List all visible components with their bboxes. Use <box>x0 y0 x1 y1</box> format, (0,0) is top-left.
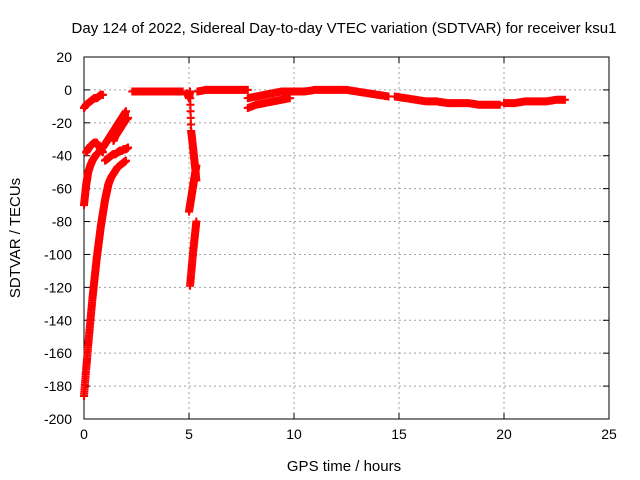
series-arc-4 <box>101 143 133 165</box>
y-tick-label: -80 <box>52 214 72 230</box>
data-point <box>192 161 201 170</box>
y-tick-label: -20 <box>52 115 72 131</box>
data-point <box>178 87 187 96</box>
series-arc-10 <box>186 217 201 290</box>
data-point <box>98 148 107 157</box>
y-tick-label: -40 <box>52 148 72 164</box>
series-arc-16 <box>500 95 569 108</box>
tick-labels: 0 5 10 15 20 25 20 0 -20 -40 -60 -80 -100 -120 -140 -16… <box>44 49 617 442</box>
y-axis-label: SDTVAR / TECUs <box>7 178 24 298</box>
x-tick-label: 25 <box>601 426 617 442</box>
series-arc-15 <box>390 92 504 109</box>
x-tick-label: 5 <box>185 426 193 442</box>
data-point <box>124 143 133 152</box>
data-point <box>560 95 569 104</box>
x-tick-label: 20 <box>496 426 512 442</box>
x-tick-label: 0 <box>80 426 88 442</box>
y-tick-label: 0 <box>64 82 72 98</box>
y-tick-label: -180 <box>44 378 72 394</box>
series-arc-14 <box>279 85 393 101</box>
data-point <box>243 85 252 94</box>
y-tick-label: 20 <box>56 49 72 65</box>
data-points <box>80 85 569 400</box>
series-arc-1 <box>80 90 107 113</box>
y-tick-label: -140 <box>44 312 72 328</box>
series-arc-11 <box>193 85 252 96</box>
series-arc-6 <box>109 113 133 145</box>
axis-ticks <box>83 56 610 420</box>
series-arc-9 <box>185 161 201 216</box>
grid-lines <box>84 57 609 419</box>
series-arc-3 <box>82 138 107 157</box>
x-axis-label: GPS time / hours <box>287 458 401 475</box>
x-tick-label: 10 <box>286 426 302 442</box>
y-tick-label: -60 <box>52 181 72 197</box>
x-tick-label: 15 <box>391 426 407 442</box>
y-tick-label: -120 <box>44 279 72 295</box>
y-tick-label: -200 <box>44 411 72 427</box>
y-tick-label: -100 <box>44 246 72 262</box>
data-point <box>122 156 130 165</box>
data-point <box>495 100 504 109</box>
plot-frame <box>83 56 610 420</box>
y-tick-label: -160 <box>44 345 72 361</box>
data-point <box>192 217 201 226</box>
series-arc-13 <box>243 94 294 113</box>
series-arc-7 <box>128 87 187 96</box>
data-point <box>124 113 133 122</box>
chart-title: Day 124 of 2022, Sidereal Day-to-day VTE… <box>72 20 617 37</box>
series-arc-5 <box>80 156 130 400</box>
data-point <box>98 90 107 99</box>
data-point <box>122 107 130 116</box>
